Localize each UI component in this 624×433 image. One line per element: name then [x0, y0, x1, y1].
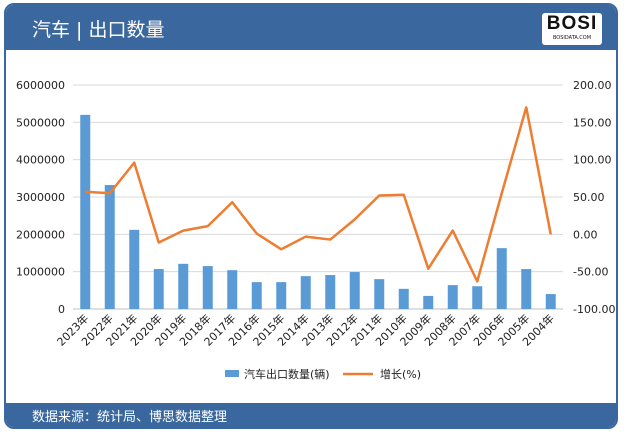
bar [521, 269, 532, 309]
bar [496, 248, 507, 309]
legend-bar-label: 汽车出口数量(辆) [244, 367, 330, 381]
legend-bar-swatch [225, 370, 239, 377]
left-tick-label: 0 [58, 303, 65, 316]
bar [80, 114, 91, 309]
bar [276, 282, 287, 309]
footer-bar: 数据来源：统计局、博思数据整理 [6, 403, 616, 427]
bar [251, 282, 262, 309]
left-tick-label: 1000000 [16, 266, 65, 279]
bar [398, 288, 409, 309]
growth-line [85, 106, 552, 283]
bar [227, 270, 238, 309]
legend-line-label: 增长(%) [380, 367, 421, 381]
bosi-logo: BOSI BOSIDATA.COM [542, 13, 602, 45]
right-tick-label: 50.00 [573, 191, 605, 204]
bar [178, 263, 189, 309]
bar [374, 279, 385, 309]
left-tick-label: 4000000 [16, 154, 65, 167]
bar [153, 269, 164, 309]
bar [349, 272, 360, 309]
chart-title: 汽车 | 出口数量 [32, 19, 165, 41]
left-tick-label: 3000000 [16, 191, 65, 204]
right-tick-label: -50.00 [573, 266, 608, 279]
bar [202, 266, 213, 309]
right-tick-label: 150.00 [573, 116, 612, 129]
bar [423, 295, 434, 309]
header-bar: 汽车 | 出口数量 BOSI BOSIDATA.COM [6, 5, 616, 50]
data-source: 数据来源：统计局、博思数据整理 [32, 410, 228, 425]
left-tick-label: 2000000 [16, 228, 65, 241]
bar [104, 185, 115, 309]
bar [472, 286, 483, 309]
right-tick-label: 0.00 [573, 228, 598, 241]
bar [300, 276, 311, 309]
left-tick-label: 5000000 [16, 116, 65, 129]
bar [447, 285, 458, 309]
right-tick-label: -100.00 [573, 303, 615, 316]
bar [129, 229, 140, 309]
bar [325, 275, 336, 309]
right-tick-label: 100.00 [573, 154, 612, 167]
bar [545, 294, 556, 309]
left-tick-label: 6000000 [16, 79, 65, 92]
right-tick-label: 200.00 [573, 79, 612, 92]
